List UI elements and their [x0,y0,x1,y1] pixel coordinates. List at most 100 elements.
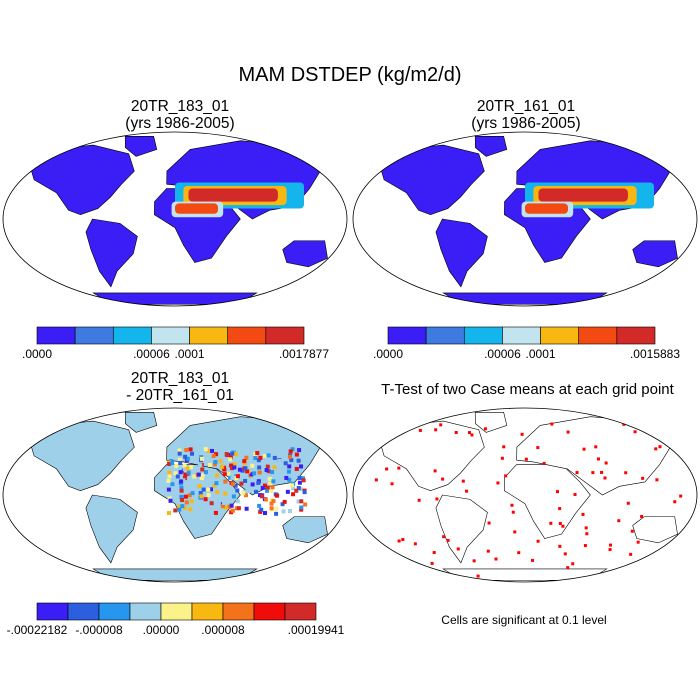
significant-cell [441,477,445,481]
diff-cell [300,476,305,481]
map-1 [2,131,348,307]
continent-australia [282,516,328,544]
colorbar-swatch [227,326,267,345]
diff-cell [185,466,190,471]
colorbar-swatch [265,326,305,345]
diff-cell [183,494,188,499]
diff-cell [233,483,238,488]
diff-cell [274,511,279,516]
colorbar-swatch [284,602,317,621]
diff-cell [299,505,304,510]
diff-cell [240,468,245,473]
diff-cell [252,471,257,476]
diff-cell [281,509,286,514]
significant-cell [390,482,394,486]
diff-cell [264,468,269,473]
diff-cell [230,466,235,471]
significant-cell [563,552,567,556]
diff-cell [222,467,227,472]
significant-cell [679,494,683,498]
significant-cell [558,507,562,511]
diff-cell [266,469,271,474]
diff-cell [215,473,220,478]
colorbar-swatch [425,326,465,345]
colorbar-swatch [160,602,193,621]
colorbar-label: .0000 [21,347,53,361]
colorbar-swatch [67,602,100,621]
diff-cell [280,502,285,507]
diff-cell [222,472,227,477]
diff-cell [200,467,205,472]
diff-cell [253,456,258,461]
colorbar-swatch [540,326,580,345]
significant-cell [520,432,524,436]
diff-cell [272,455,277,460]
diff-cell [169,468,174,473]
diff-cell [185,456,190,461]
colorbar-label: .0001 [174,347,205,361]
diff-cell [249,472,254,477]
diff-cell [232,465,237,470]
significant-cell [487,521,491,525]
diff-cell [228,457,233,462]
diff-cell [230,475,235,480]
diff-cell [257,465,262,470]
diff-cell [229,503,234,508]
significant-cell [494,557,498,561]
significant-cell [571,562,575,566]
diff-cell [233,452,238,457]
significant-cell [510,503,514,507]
diff-cell [294,488,299,493]
diff-cell [267,476,272,481]
diff-cell [200,473,205,478]
colorbar-swatch [222,602,255,621]
significant-cell [500,456,504,460]
diff-cell [234,506,239,511]
continent-southAmerica [85,494,138,564]
panel1-title: 20TR_183_01 (yrs 1986-2005) [20,98,340,132]
diff-cell [208,487,213,492]
diff-cell [302,490,307,495]
dust-band-4 [175,203,218,214]
diff-cell [244,506,249,511]
diff-cell [262,511,267,516]
diff-cell [181,478,186,483]
diff-cell [239,481,244,486]
diff-cell [263,497,268,502]
colorbar-swatch [112,326,152,345]
diff-cell [190,451,195,456]
diff-cell [297,476,302,481]
diff-cell [178,467,183,472]
diff-cell [166,478,171,483]
diff-cell [189,499,194,504]
colorbar-swatch [191,602,224,621]
continent-africa [504,464,591,539]
significant-cell [472,559,476,563]
significant-cell [470,433,474,437]
diff-cell [214,452,219,457]
diff-cell [255,451,260,456]
diff-cell [221,500,226,505]
diff-cell [223,479,228,484]
diff-cell [180,497,185,502]
significant-cell [585,532,589,536]
diff-cell [226,471,231,476]
significant-cell [446,538,450,542]
diff-cell [256,458,261,463]
diff-cell [250,463,255,468]
dust-band-4 [525,203,568,214]
diff-cell [179,479,184,484]
diff-cell [212,462,217,467]
diff-cell [170,482,175,487]
diff-cell [274,493,279,498]
diff-cell [289,458,294,463]
colorbar-swatch [578,326,618,345]
diff-cell [190,491,195,496]
significant-cell [609,543,613,547]
significant-cell [550,422,554,426]
diff-cell [250,482,255,487]
colorbar-swatch [463,326,503,345]
significant-cell [511,510,515,514]
diff-cell [242,459,247,464]
diff-cell [166,510,171,515]
